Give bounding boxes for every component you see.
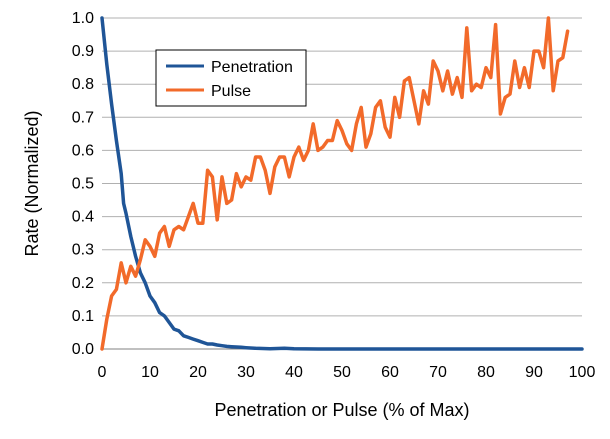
x-tick-label: 70 bbox=[429, 364, 447, 381]
series-line-penetration bbox=[100, 16, 584, 351]
y-tick-label: 0.3 bbox=[72, 242, 94, 259]
y-tick-label: 0.8 bbox=[72, 76, 94, 93]
y-tick-label: 0.5 bbox=[72, 176, 94, 193]
series-line-pulse bbox=[100, 16, 570, 351]
x-tick-label: 90 bbox=[525, 364, 543, 381]
y-tick-label: 0.0 bbox=[72, 341, 94, 358]
x-tick-label: 0 bbox=[98, 364, 107, 381]
y-tick-label: 0.4 bbox=[72, 209, 94, 226]
x-tick-label: 100 bbox=[569, 364, 596, 381]
x-tick-labels: 0 10 20 30 40 50 60 70 80 90 100 bbox=[98, 364, 596, 381]
y-tick-labels: 0.0 0.1 0.2 0.3 0.4 0.5 0.6 0.7 0.8 0.9 1.0 bbox=[72, 10, 94, 358]
x-tick-label: 20 bbox=[189, 364, 207, 381]
y-tick-label: 1.0 bbox=[72, 10, 94, 27]
legend: Penetration Pulse bbox=[155, 49, 307, 107]
series-layer bbox=[100, 16, 584, 351]
x-tick-label: 30 bbox=[237, 364, 255, 381]
y-tick-label: 0.7 bbox=[72, 109, 94, 126]
x-tick-label: 10 bbox=[141, 364, 159, 381]
grid bbox=[102, 17, 582, 317]
y-tick-label: 0.2 bbox=[72, 275, 94, 292]
y-tick-label: 0.1 bbox=[72, 308, 94, 325]
legend-box bbox=[155, 49, 307, 107]
y-axis-title: Rate (Normalized) bbox=[22, 110, 42, 256]
x-tick-label: 50 bbox=[333, 364, 351, 381]
y-tick-label: 0.9 bbox=[72, 43, 94, 60]
legend-label-penetration: Penetration bbox=[211, 59, 293, 76]
x-axis-title: Penetration or Pulse (% of Max) bbox=[214, 400, 469, 420]
x-tick-label: 40 bbox=[285, 364, 303, 381]
x-tick-label: 80 bbox=[477, 364, 495, 381]
legend-label-pulse: Pulse bbox=[211, 83, 251, 100]
x-tick-label: 60 bbox=[381, 364, 399, 381]
y-tick-label: 0.6 bbox=[72, 142, 94, 159]
